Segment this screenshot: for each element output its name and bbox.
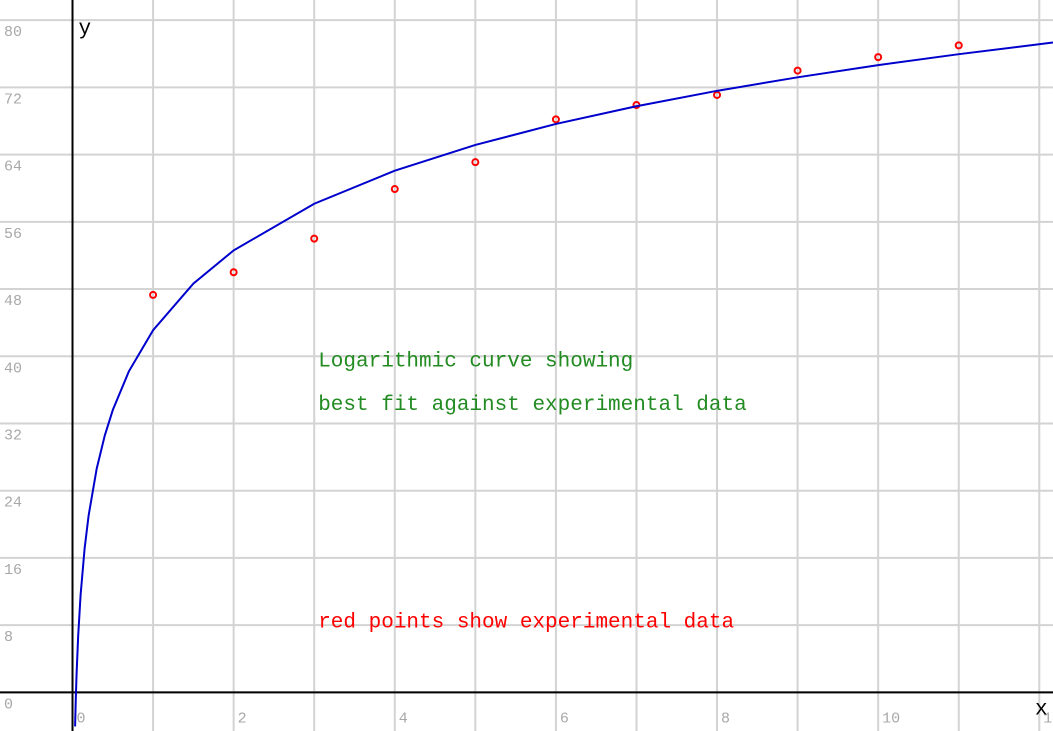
x-tick-label: 8 [721, 710, 730, 727]
x-tick-label: 10 [882, 710, 900, 727]
annotation: red points show experimental data [318, 612, 734, 635]
data-point [390, 185, 399, 194]
data-point [713, 90, 722, 99]
annotation: best fit against experimental data [318, 394, 746, 417]
y-tick-label: 72 [4, 91, 22, 108]
y-tick-label: 80 [4, 24, 22, 41]
y-tick-label: 16 [4, 562, 22, 579]
data-point [793, 66, 802, 75]
data-point [310, 234, 319, 243]
y-axis-label: y [79, 18, 92, 41]
x-tick-label: 4 [399, 710, 408, 727]
x-axis-label: x [1035, 698, 1048, 721]
y-tick-label: 24 [4, 495, 22, 512]
y-tick-label: 32 [4, 427, 22, 444]
data-point [954, 41, 963, 50]
x-tick-label: 6 [560, 710, 569, 727]
data-point [874, 53, 883, 62]
data-point [551, 115, 560, 124]
y-tick-label: 0 [4, 696, 13, 713]
data-point [471, 158, 480, 167]
data-point [149, 290, 158, 299]
fit-curve [74, 41, 1053, 727]
x-tick-label: 12 [1043, 710, 1053, 727]
y-tick-label: 48 [4, 293, 22, 310]
y-tick-label: 40 [4, 360, 22, 377]
y-tick-label: 56 [4, 226, 22, 243]
x-tick-label: 2 [238, 710, 247, 727]
x-tick-label: 0 [77, 710, 86, 727]
y-tick-label: 8 [4, 629, 13, 646]
annotation: Logarithmic curve showing [318, 350, 633, 373]
y-tick-label: 64 [4, 159, 22, 176]
data-point [229, 268, 238, 277]
